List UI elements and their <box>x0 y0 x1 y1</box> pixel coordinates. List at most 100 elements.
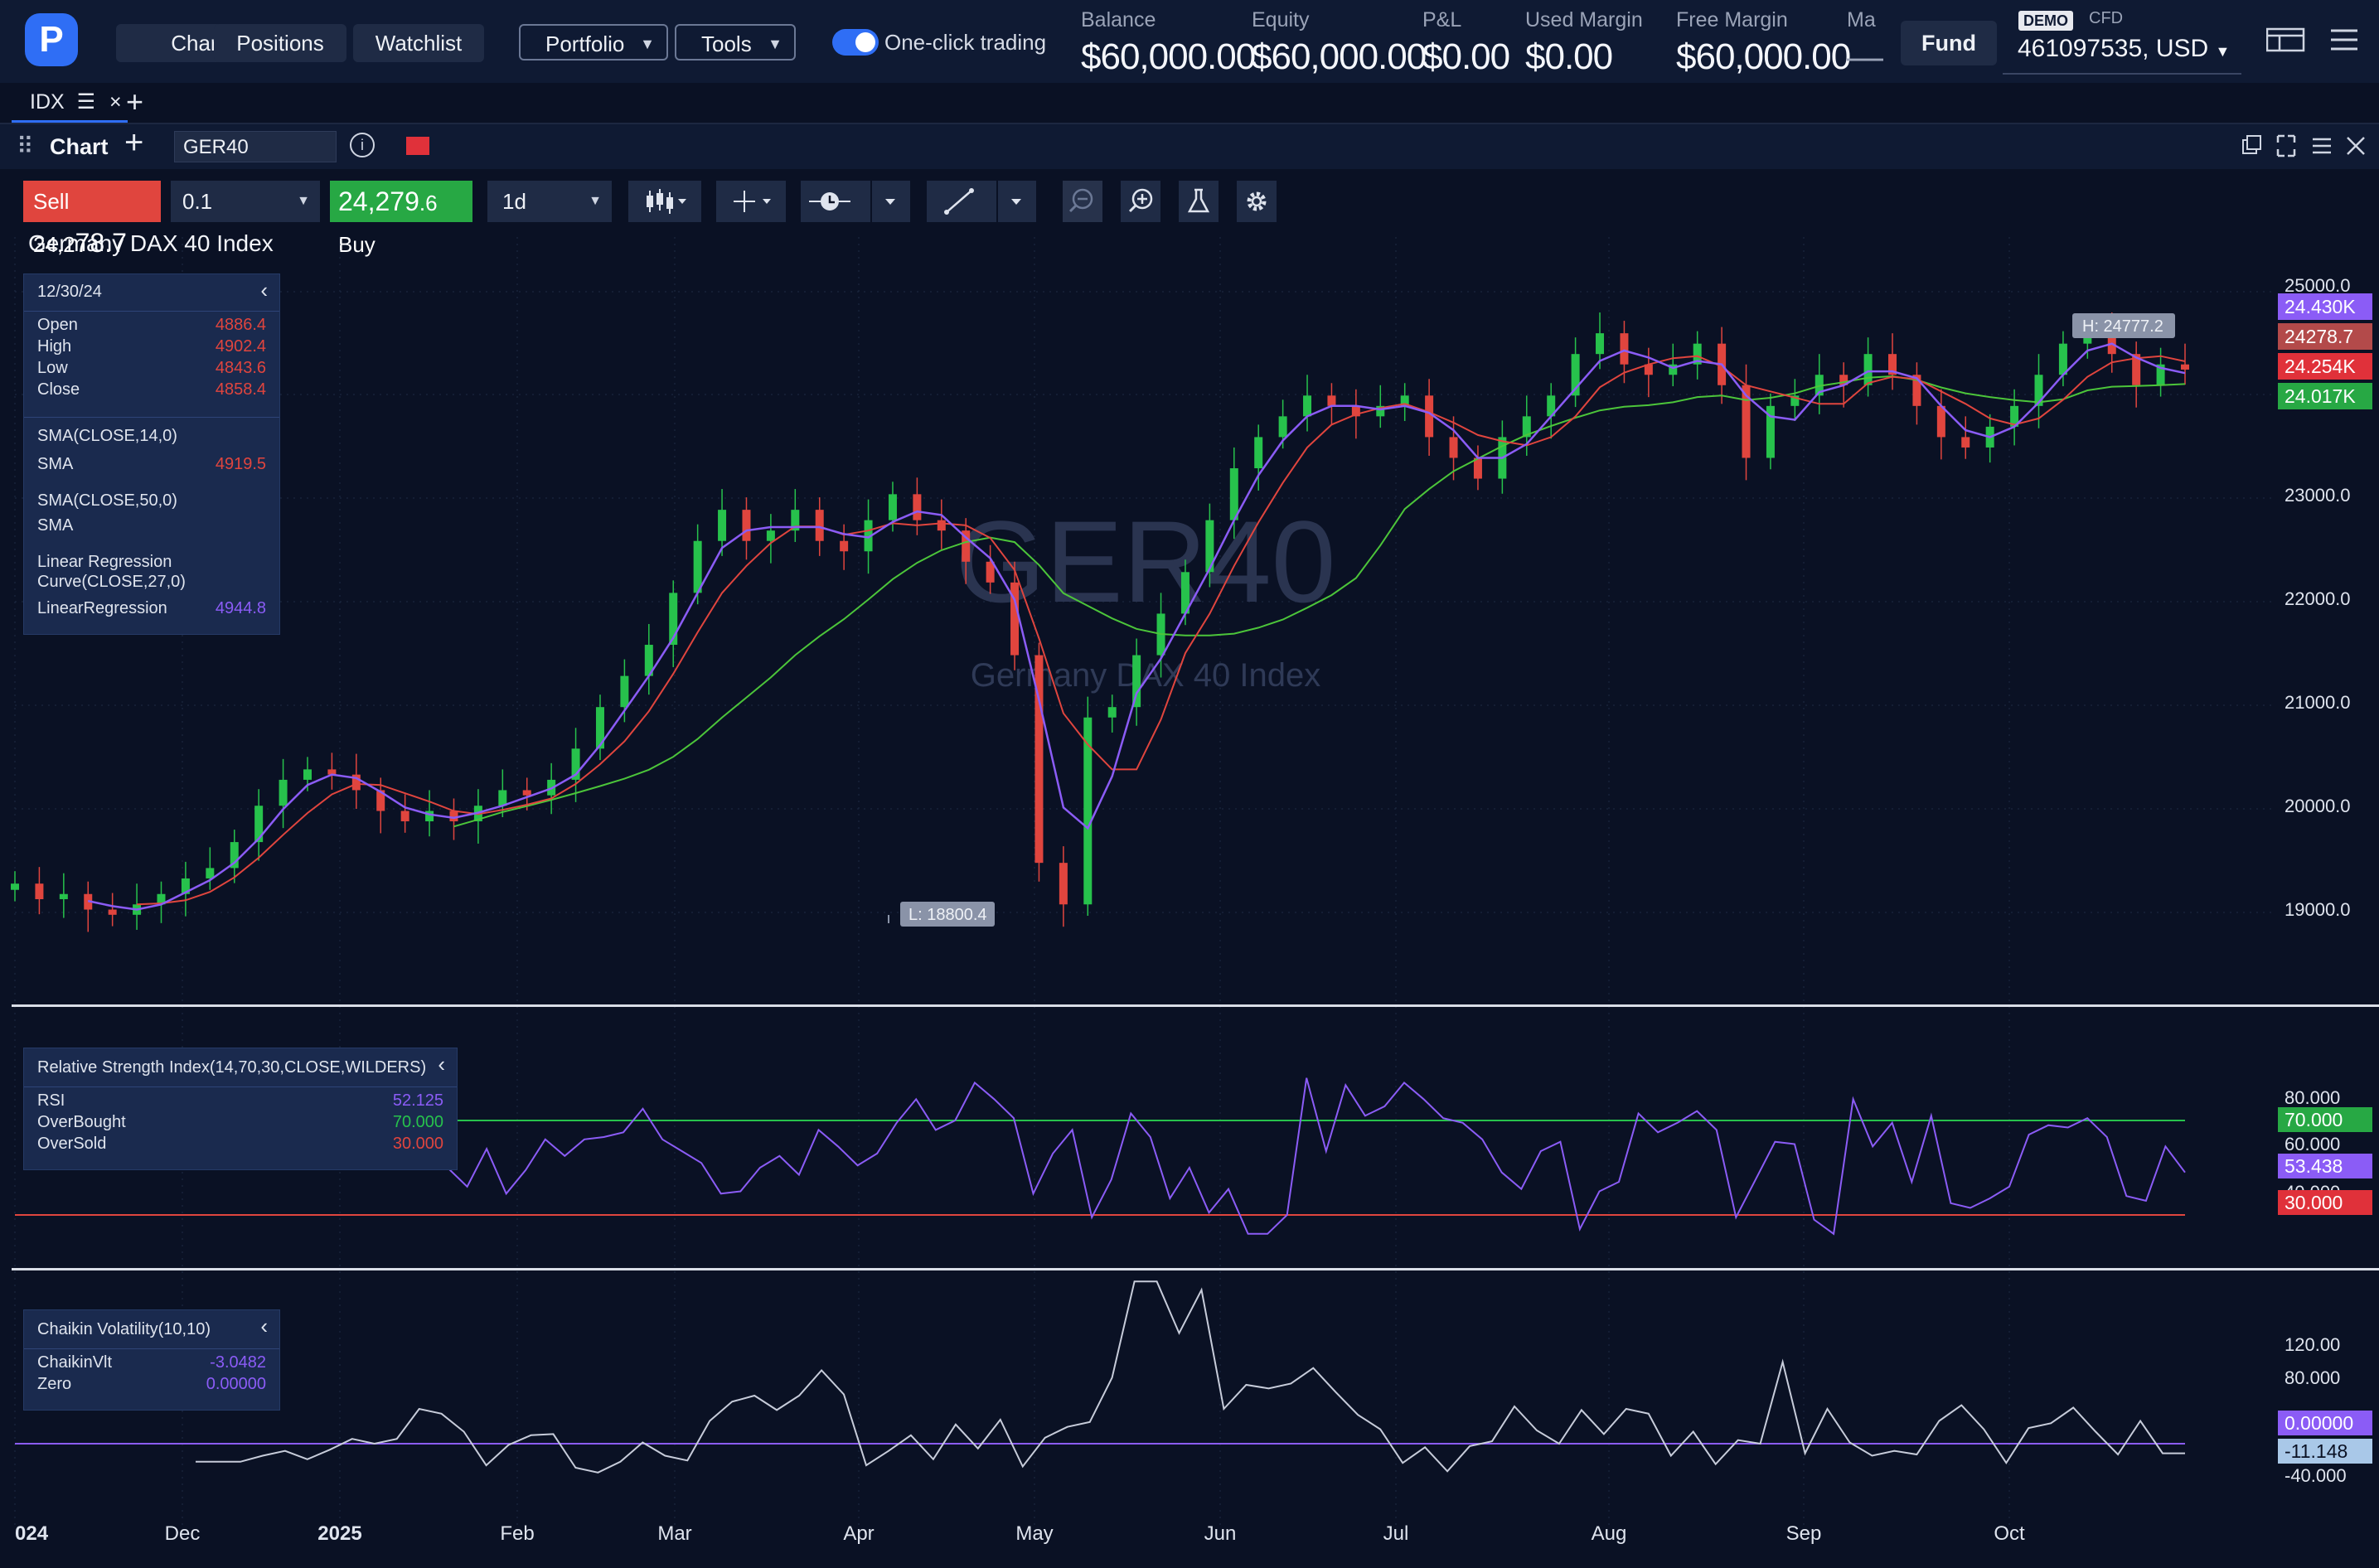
info-icon[interactable]: i <box>350 133 375 157</box>
zero-label: Zero <box>37 1375 72 1393</box>
active-tab-indicator <box>12 120 128 123</box>
candle-body <box>1522 416 1531 438</box>
collapse-legend-icon[interactable]: ‹ <box>260 278 268 302</box>
nav-positions-button[interactable]: Positions <box>214 24 346 62</box>
price-tick-23000: 23000.0 <box>2285 485 2351 506</box>
tools-dropdown[interactable]: Tools ▼ <box>675 24 796 60</box>
free-margin-label: Free Margin <box>1676 8 1788 31</box>
brand-logo[interactable]: P <box>25 13 78 66</box>
sma50-axis-tag <box>2278 383 2372 409</box>
time-tick-label: 024 <box>15 1522 49 1545</box>
candle-body <box>620 675 629 708</box>
studies-button[interactable] <box>1179 181 1219 222</box>
account-selector[interactable]: 461097535, USD ▼ <box>2018 35 2230 63</box>
zero-axis-tag-text: 0.00000 <box>2285 1412 2353 1434</box>
chevron-down-icon <box>885 199 895 205</box>
candle-body <box>1229 468 1238 520</box>
sma14-axis-tag-text: 24.254K <box>2285 356 2356 377</box>
close-icon[interactable]: × <box>109 90 122 114</box>
chevron-down-icon <box>1011 199 1021 205</box>
symbol-input[interactable]: GER40 <box>174 131 337 162</box>
drag-handle-icon[interactable]: ⠿ <box>17 133 33 159</box>
drawing-tool-dropdown[interactable] <box>998 181 1036 222</box>
hamburger-icon[interactable]: ☰ <box>76 90 96 114</box>
chart-type-button[interactable] <box>628 181 701 222</box>
equity-label: Equity <box>1252 8 1310 31</box>
nav-watchlist-button[interactable]: Watchlist <box>353 24 484 62</box>
settings-button[interactable] <box>1237 181 1277 222</box>
zoom-out-button[interactable] <box>1063 181 1102 222</box>
portfolio-dropdown[interactable]: Portfolio ▼ <box>519 24 668 60</box>
candle-body <box>888 494 897 520</box>
candle-body <box>1034 655 1044 864</box>
rsi-value: 52.125 <box>392 1091 443 1110</box>
zoom-in-button[interactable] <box>1121 181 1160 222</box>
sell-button[interactable]: Sell 24,278.7 <box>23 181 161 258</box>
chevron-down-icon: ▼ <box>2215 43 2231 60</box>
candle-body <box>522 790 531 796</box>
panel-menu-icon[interactable] <box>2313 138 2331 154</box>
cursor-mode-button[interactable] <box>801 181 870 222</box>
close-panel-icon[interactable] <box>2347 137 2365 155</box>
candle-body <box>1303 395 1312 417</box>
candle-body <box>1766 405 1775 458</box>
candle-body <box>1449 437 1458 458</box>
quantity-select[interactable]: 0.1 ▼ <box>171 181 320 222</box>
candle-body <box>206 868 215 878</box>
collapse-legend-icon[interactable]: ‹ <box>438 1052 445 1077</box>
candle-body <box>1376 405 1385 417</box>
layout-icon[interactable] <box>2266 27 2306 55</box>
rsi-pane-separator[interactable] <box>12 1004 2379 1007</box>
fund-button[interactable]: Fund <box>1901 21 1997 65</box>
time-tick-label: Aug <box>1592 1522 1627 1545</box>
sma14-label: SMA <box>37 455 74 473</box>
maximize-icon[interactable] <box>2276 134 2296 157</box>
linreg-title-1: Linear Regression <box>37 553 172 571</box>
os-label: OverSold <box>37 1135 107 1153</box>
flask-icon <box>1187 188 1210 213</box>
cursor-mode-dropdown[interactable] <box>872 181 910 222</box>
candle-body <box>1083 717 1093 905</box>
time-tick-label: Sep <box>1786 1522 1822 1545</box>
chevron-down-icon: ▼ <box>589 194 602 208</box>
rsi-line <box>447 1077 2186 1236</box>
candlestick-series <box>11 312 2189 932</box>
chevron-down-icon: ▼ <box>640 36 655 52</box>
timeframe-select[interactable]: 1d ▼ <box>487 181 612 222</box>
add-chart-icon[interactable]: + <box>124 124 144 161</box>
pl-label: P&L <box>1422 8 1462 31</box>
chart-panel-title: Chart <box>50 134 109 159</box>
rsi-axis-tag <box>2278 1154 2372 1178</box>
candle-body <box>59 893 68 900</box>
tab-idx[interactable]: IDX ☰ × <box>30 90 122 114</box>
add-tab-icon[interactable]: + <box>126 85 144 119</box>
one-click-trading-toggle[interactable] <box>832 29 879 56</box>
candle-body <box>1010 582 1020 656</box>
drawing-tool-button[interactable] <box>927 181 996 222</box>
legend-high-value: 4902.4 <box>215 337 266 356</box>
candle-body <box>376 790 385 811</box>
legend-close-label: Close <box>37 380 80 399</box>
crosshair-button[interactable] <box>716 181 786 222</box>
used-margin-label: Used Margin <box>1525 8 1643 31</box>
popout-icon[interactable] <box>2242 135 2261 154</box>
linreg-label: LinearRegression <box>37 599 167 617</box>
zero-value: 0.00000 <box>206 1375 266 1393</box>
menu-icon[interactable] <box>2329 27 2359 53</box>
chaikin-pane-separator[interactable] <box>12 1268 2379 1270</box>
zoom-out-icon <box>1068 188 1093 213</box>
time-tick-label: Feb <box>500 1522 534 1545</box>
candle-body <box>815 510 824 541</box>
candle-body <box>1936 405 1945 438</box>
rsi-label: RSI <box>37 1091 65 1110</box>
timeframe-value: 1d <box>502 189 526 214</box>
candle-body <box>2010 405 2019 427</box>
candle-body <box>1547 395 1556 417</box>
buy-button[interactable]: 24,279.6 Buy <box>330 181 472 257</box>
one-click-trading-label: One-click trading <box>884 30 1047 55</box>
legend-open-label: Open <box>37 316 78 334</box>
collapse-legend-icon[interactable]: ‹ <box>260 1314 268 1338</box>
time-tick-label: Dec <box>165 1522 201 1545</box>
chart-canvas[interactable]: GER40 Germany DAX 40 Index H: 24777.2 L:… <box>0 237 2379 1568</box>
candle-body <box>2132 354 2141 385</box>
